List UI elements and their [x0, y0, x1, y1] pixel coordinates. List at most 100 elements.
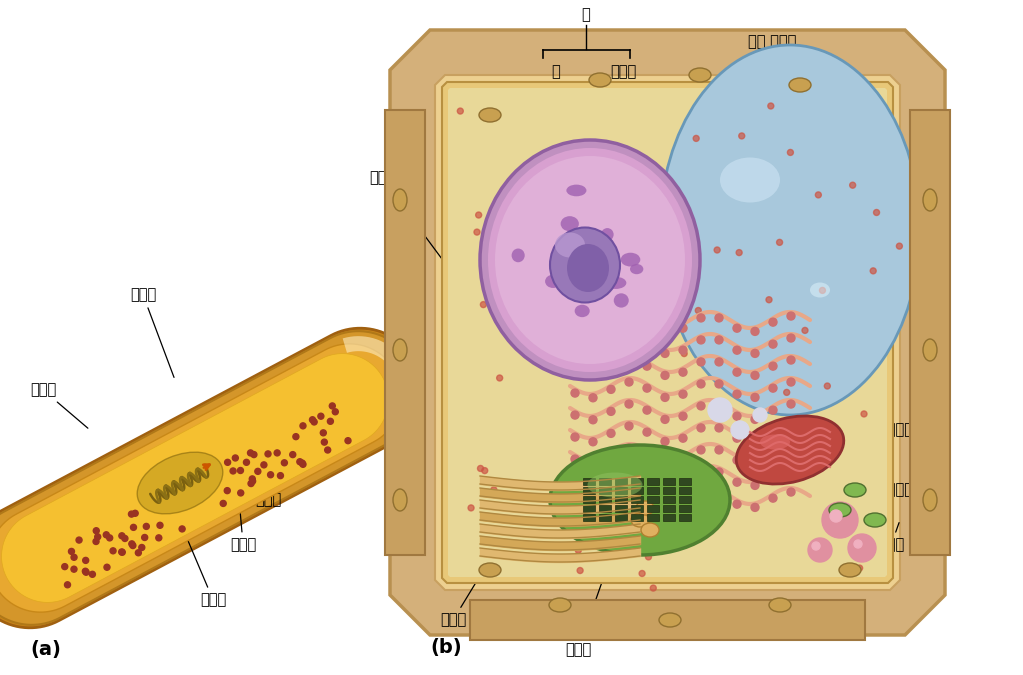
Polygon shape	[0, 344, 401, 612]
Ellipse shape	[393, 339, 407, 361]
Circle shape	[639, 570, 646, 576]
Circle shape	[661, 415, 669, 423]
Polygon shape	[2, 354, 389, 602]
Circle shape	[679, 456, 687, 464]
Circle shape	[776, 240, 783, 245]
Ellipse shape	[545, 275, 561, 288]
Circle shape	[661, 327, 669, 335]
Text: (a): (a)	[30, 641, 61, 659]
Circle shape	[571, 499, 579, 507]
Circle shape	[861, 411, 868, 417]
Bar	[647, 496, 659, 503]
Circle shape	[679, 434, 687, 442]
Circle shape	[625, 444, 633, 452]
Circle shape	[607, 495, 615, 504]
Ellipse shape	[839, 563, 861, 577]
Circle shape	[132, 510, 138, 516]
Circle shape	[715, 446, 723, 454]
Ellipse shape	[720, 157, 780, 202]
Circle shape	[625, 400, 633, 408]
Circle shape	[787, 312, 795, 320]
Circle shape	[630, 449, 636, 455]
Circle shape	[696, 308, 702, 313]
Circle shape	[715, 490, 723, 498]
Circle shape	[788, 149, 794, 155]
Polygon shape	[470, 600, 865, 640]
Bar	[615, 478, 627, 485]
Circle shape	[297, 459, 303, 464]
Circle shape	[661, 481, 669, 489]
Circle shape	[135, 549, 141, 556]
Circle shape	[812, 542, 820, 550]
Ellipse shape	[737, 416, 844, 484]
Circle shape	[733, 500, 741, 508]
Circle shape	[589, 504, 597, 512]
Text: 리보좀: 리보좀	[368, 171, 463, 288]
Circle shape	[646, 554, 652, 560]
Circle shape	[643, 472, 651, 480]
Text: 세포막: 세포막	[878, 522, 904, 553]
Ellipse shape	[602, 228, 614, 241]
Bar	[583, 496, 595, 503]
Circle shape	[129, 541, 135, 547]
Circle shape	[751, 371, 759, 379]
Circle shape	[751, 415, 759, 423]
Circle shape	[802, 327, 808, 333]
Circle shape	[332, 409, 339, 414]
Circle shape	[277, 472, 283, 479]
Circle shape	[589, 350, 597, 358]
Circle shape	[787, 356, 795, 364]
Circle shape	[474, 229, 480, 235]
Circle shape	[329, 403, 336, 409]
Circle shape	[318, 413, 324, 419]
Circle shape	[607, 342, 615, 350]
Ellipse shape	[923, 339, 937, 361]
Circle shape	[697, 314, 705, 322]
Circle shape	[731, 421, 749, 439]
Polygon shape	[385, 110, 425, 555]
Circle shape	[476, 212, 482, 218]
Bar	[663, 505, 675, 512]
Circle shape	[122, 535, 128, 541]
Circle shape	[575, 547, 581, 554]
Circle shape	[651, 585, 657, 591]
Circle shape	[311, 419, 317, 425]
Circle shape	[661, 504, 669, 512]
Circle shape	[825, 383, 831, 389]
Circle shape	[589, 328, 597, 335]
Bar	[583, 487, 595, 494]
Ellipse shape	[488, 148, 692, 372]
Ellipse shape	[690, 68, 711, 82]
Circle shape	[856, 565, 862, 571]
Circle shape	[751, 327, 759, 335]
Circle shape	[751, 504, 759, 512]
Ellipse shape	[549, 598, 571, 612]
Circle shape	[119, 533, 125, 539]
Ellipse shape	[844, 483, 866, 497]
Text: 페로시좀: 페로시좀	[863, 423, 913, 478]
Ellipse shape	[636, 501, 654, 515]
Circle shape	[274, 450, 280, 456]
Circle shape	[679, 346, 687, 354]
Circle shape	[625, 466, 633, 474]
Bar	[631, 514, 643, 521]
Circle shape	[131, 524, 136, 531]
Text: 리보좀: 리보좀	[130, 288, 174, 377]
Circle shape	[643, 362, 651, 370]
Circle shape	[469, 505, 474, 511]
Circle shape	[715, 358, 723, 366]
Circle shape	[265, 451, 271, 457]
Circle shape	[93, 528, 99, 534]
Ellipse shape	[567, 244, 609, 292]
Polygon shape	[435, 75, 900, 590]
Circle shape	[733, 390, 741, 398]
Bar	[583, 478, 595, 485]
Circle shape	[220, 500, 226, 506]
Circle shape	[83, 568, 88, 574]
Circle shape	[482, 468, 488, 474]
Circle shape	[64, 582, 71, 588]
Bar	[599, 514, 611, 521]
Circle shape	[625, 488, 633, 496]
Circle shape	[769, 450, 777, 458]
Circle shape	[769, 428, 777, 436]
